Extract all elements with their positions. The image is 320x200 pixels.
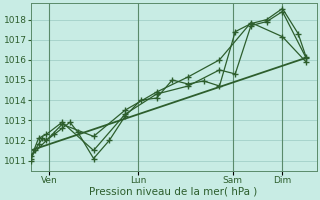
X-axis label: Pression niveau de la mer( hPa ): Pression niveau de la mer( hPa ) — [90, 187, 258, 197]
